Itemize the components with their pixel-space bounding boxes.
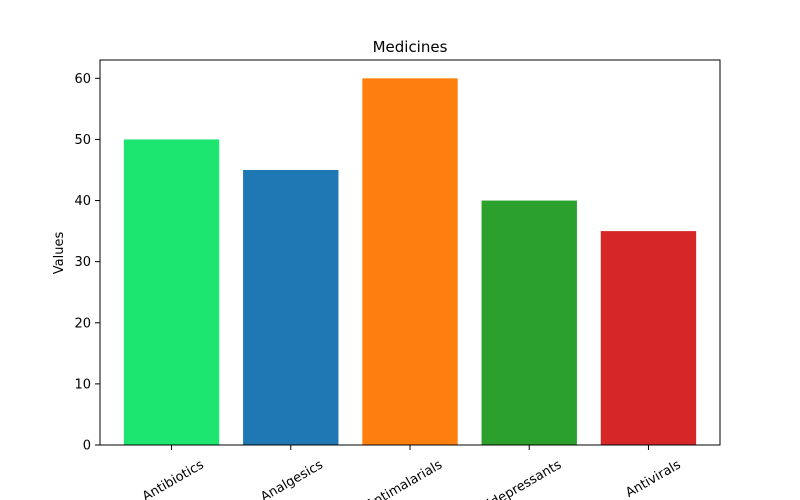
plot-frame <box>99 59 721 446</box>
bar-antidepressants <box>481 200 577 445</box>
bar-antibiotics <box>123 139 220 445</box>
y-tick-label: 0 <box>83 439 91 454</box>
y-tick-label: 40 <box>74 194 91 209</box>
y-tick-label: 30 <box>74 255 91 270</box>
y-tick-label: 50 <box>74 133 91 148</box>
y-axis: 0 10 20 30 40 50 60 <box>74 72 100 454</box>
bar-analgesics <box>243 170 339 445</box>
y-axis-label: Values <box>52 232 67 275</box>
bar-antivirals <box>600 231 697 445</box>
bars-layer <box>123 78 697 445</box>
y-tick-label: 10 <box>74 377 91 392</box>
chart-title: Medicines <box>373 38 448 56</box>
y-tick-label: 20 <box>74 316 91 331</box>
bar-antimalarials <box>362 78 458 445</box>
y-tick-label: 60 <box>74 72 91 87</box>
